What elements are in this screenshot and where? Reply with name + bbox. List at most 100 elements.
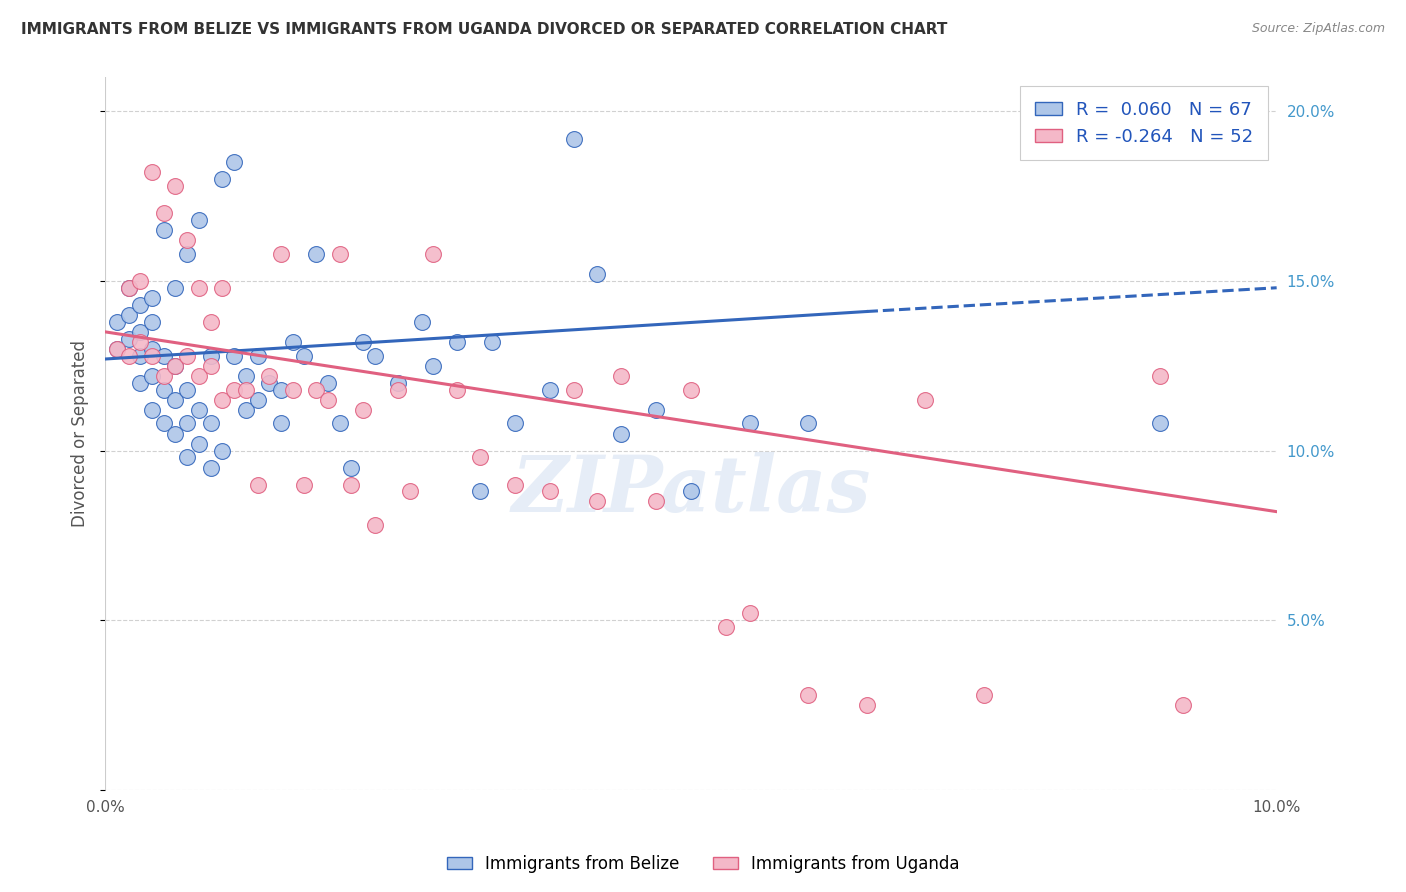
Point xyxy=(141,291,163,305)
Point xyxy=(714,620,737,634)
Point xyxy=(117,308,139,322)
Point xyxy=(187,437,209,451)
Point xyxy=(105,342,128,356)
Point xyxy=(586,267,609,281)
Point xyxy=(200,460,222,475)
Point xyxy=(211,172,233,186)
Point xyxy=(316,392,339,407)
Point xyxy=(165,359,187,373)
Point xyxy=(270,417,292,431)
Point xyxy=(398,484,420,499)
Point xyxy=(187,213,209,227)
Point xyxy=(129,376,152,390)
Point xyxy=(538,484,561,499)
Point xyxy=(165,359,187,373)
Point xyxy=(363,518,385,533)
Point xyxy=(176,450,198,465)
Point xyxy=(305,383,328,397)
Point xyxy=(141,349,163,363)
Point xyxy=(644,494,666,508)
Point xyxy=(446,383,468,397)
Point xyxy=(165,426,187,441)
Point xyxy=(152,349,174,363)
Point xyxy=(468,450,491,465)
Point xyxy=(211,281,233,295)
Point xyxy=(411,315,433,329)
Point xyxy=(797,417,820,431)
Point xyxy=(562,131,585,145)
Text: ZIPatlas: ZIPatlas xyxy=(512,452,870,529)
Point xyxy=(176,417,198,431)
Point xyxy=(1171,698,1194,712)
Point xyxy=(165,392,187,407)
Point xyxy=(152,368,174,383)
Point xyxy=(270,383,292,397)
Point xyxy=(1149,417,1171,431)
Point xyxy=(187,368,209,383)
Point xyxy=(586,494,609,508)
Point xyxy=(281,334,304,349)
Point xyxy=(609,426,631,441)
Y-axis label: Divorced or Separated: Divorced or Separated xyxy=(72,340,89,527)
Point xyxy=(281,383,304,397)
Point xyxy=(165,281,187,295)
Point xyxy=(152,206,174,220)
Point xyxy=(211,392,233,407)
Point xyxy=(176,233,198,247)
Point xyxy=(679,484,702,499)
Point xyxy=(352,334,374,349)
Point xyxy=(117,281,139,295)
Point xyxy=(117,349,139,363)
Point xyxy=(562,383,585,397)
Point xyxy=(328,417,350,431)
Point xyxy=(422,359,444,373)
Point xyxy=(305,247,328,261)
Point xyxy=(797,688,820,702)
Point xyxy=(468,484,491,499)
Point xyxy=(176,247,198,261)
Point xyxy=(200,315,222,329)
Point xyxy=(211,443,233,458)
Point xyxy=(187,403,209,417)
Text: Source: ZipAtlas.com: Source: ZipAtlas.com xyxy=(1251,22,1385,36)
Point xyxy=(679,383,702,397)
Point xyxy=(141,165,163,179)
Point xyxy=(200,349,222,363)
Point xyxy=(246,477,269,491)
Point xyxy=(141,342,163,356)
Text: IMMIGRANTS FROM BELIZE VS IMMIGRANTS FROM UGANDA DIVORCED OR SEPARATED CORRELATI: IMMIGRANTS FROM BELIZE VS IMMIGRANTS FRO… xyxy=(21,22,948,37)
Point xyxy=(141,403,163,417)
Point xyxy=(387,376,409,390)
Point xyxy=(316,376,339,390)
Point xyxy=(235,368,257,383)
Point xyxy=(176,349,198,363)
Point xyxy=(363,349,385,363)
Point xyxy=(152,223,174,237)
Point xyxy=(235,383,257,397)
Point xyxy=(129,325,152,339)
Point xyxy=(222,383,245,397)
Point xyxy=(481,334,503,349)
Point xyxy=(270,247,292,261)
Point xyxy=(246,349,269,363)
Point xyxy=(446,334,468,349)
Point xyxy=(503,477,526,491)
Point xyxy=(328,247,350,261)
Legend: R =  0.060   N = 67, R = -0.264   N = 52: R = 0.060 N = 67, R = -0.264 N = 52 xyxy=(1021,87,1268,161)
Legend: Immigrants from Belize, Immigrants from Uganda: Immigrants from Belize, Immigrants from … xyxy=(440,848,966,880)
Point xyxy=(165,179,187,194)
Point xyxy=(738,607,761,621)
Point xyxy=(738,417,761,431)
Point xyxy=(387,383,409,397)
Point xyxy=(141,368,163,383)
Point xyxy=(152,417,174,431)
Point xyxy=(257,368,280,383)
Point xyxy=(187,281,209,295)
Point xyxy=(235,403,257,417)
Point xyxy=(129,298,152,312)
Point xyxy=(292,349,315,363)
Point xyxy=(105,315,128,329)
Point xyxy=(222,155,245,169)
Point xyxy=(129,334,152,349)
Point xyxy=(117,332,139,346)
